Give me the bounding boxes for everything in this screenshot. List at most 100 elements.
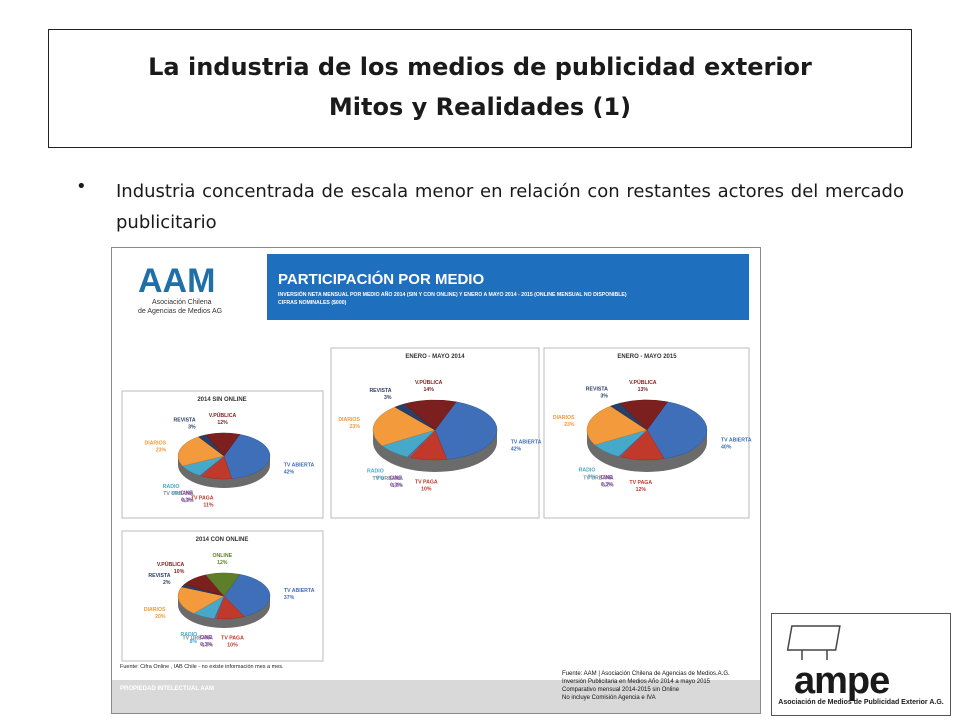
slice-value: 9% — [172, 491, 180, 497]
slice-label: TV PAGA — [629, 480, 652, 486]
slice-value: 0,3% — [390, 483, 402, 489]
slice-label: TV PAGA — [221, 636, 244, 642]
slice-label: V.PÚBLICA — [157, 561, 185, 568]
slice-label: CINE — [200, 635, 213, 641]
pie-slice — [205, 432, 241, 457]
slice-value: 0,3% — [201, 642, 213, 648]
slice-value: 12% — [217, 560, 228, 566]
aam-chart-panel: AAM Asociación Chilena de Agencias de Me… — [111, 247, 761, 714]
slice-value: 23% — [564, 422, 575, 428]
slice-label: TV ABIERTA — [511, 439, 542, 445]
pie-slice — [177, 586, 225, 614]
slice-value: 0,3% — [391, 483, 403, 489]
slice-value: 3% — [384, 395, 392, 401]
bullet-marker: • — [76, 176, 87, 197]
slice-label: V.PÚBLICA — [209, 412, 237, 419]
banner: PARTICIPACIÓN POR MEDIO INVERSIÓN NETA M… — [267, 254, 749, 320]
slice-value: 0,3% — [200, 642, 212, 648]
slice-value: 10% — [174, 569, 185, 575]
slice-value: 37% — [284, 595, 295, 601]
slice-value: 14% — [424, 387, 435, 393]
charts-svg: AAM Asociación Chilena de Agencias de Me… — [112, 254, 760, 713]
slice-value: 0,3% — [601, 482, 613, 488]
slice-value: 3% — [188, 424, 196, 430]
slice-value: 3% — [600, 394, 608, 400]
aam-logo-line1: Asociación Chilena — [152, 299, 212, 306]
slice-value: 40% — [721, 444, 732, 450]
slice-label: V.PÚBLICA — [629, 379, 657, 386]
slice-label: TV ABIERTA — [284, 462, 315, 468]
slice-label: RADIO — [579, 468, 596, 474]
slice-label: TV PAGA — [191, 495, 214, 501]
slice-label: CINE — [600, 475, 613, 481]
title-box: La industria de los medios de publicidad… — [48, 29, 912, 148]
slice-value: 9% — [376, 476, 384, 482]
bullet-text: Industria concentrada de escala menor en… — [116, 181, 904, 233]
slice-value: 9% — [588, 475, 596, 481]
slice-value: 42% — [284, 469, 295, 475]
slice-label: ONLINE — [212, 553, 232, 559]
source-line: Fuente: AAM | Asociación Chilena de Agen… — [562, 671, 730, 677]
slice-label: RADIO — [367, 469, 384, 475]
slice-value: 23% — [156, 447, 167, 453]
source-right: Fuente: AAM | Asociación Chilena de Agen… — [562, 671, 730, 701]
slice-label: CINE — [180, 491, 193, 497]
slice-value: 23% — [350, 424, 361, 430]
slice-label: DIARIOS — [144, 440, 166, 446]
source-line: Inversión Publicitaria en Medios Año 201… — [562, 679, 711, 685]
footer-band-text: PROPIEDAD INTELECTUAL AAM — [120, 686, 214, 692]
banner-title: PARTICIPACIÓN POR MEDIO — [278, 270, 484, 288]
slice-label: TV URBANA — [373, 476, 404, 482]
slide-title-line1: La industria de los medios de publicidad… — [148, 53, 812, 81]
slice-label: REVISTA — [586, 387, 608, 393]
slice-label: V.PÚBLICA — [415, 379, 443, 386]
slice-value: 0,2% — [602, 482, 614, 488]
slice-label: DIARIOS — [553, 415, 575, 421]
footer-band — [112, 680, 760, 713]
aam-logo: AAM Asociación Chilena de Agencias de Me… — [138, 262, 222, 315]
slice-label: DIARIOS — [338, 417, 360, 423]
ampe-logo-caption: Asociación de Medios de Publicidad Exter… — [778, 699, 944, 706]
slice-value: 12% — [217, 420, 228, 426]
slice-value: 8% — [190, 639, 198, 645]
slice-label: REVISTA — [173, 417, 195, 423]
slice-value: 11% — [203, 502, 213, 508]
ampe-logo: ampe Asociación de Medios de Publicidad … — [771, 613, 951, 716]
chart-title: ENERO - MAYO 2014 — [405, 354, 465, 360]
slice-label: REVISTA — [369, 388, 391, 394]
slice-label: RADIO — [180, 632, 197, 638]
pie-slice — [205, 572, 241, 597]
pie-slice — [372, 406, 436, 447]
slice-value: 0,3% — [182, 498, 194, 504]
slice-value: 12% — [636, 487, 647, 493]
slice-label: REVISTA — [148, 573, 170, 579]
source-line: Comparativo mensual 2014-2015 sin Online — [562, 687, 680, 693]
pie-slice — [223, 574, 271, 617]
slice-value: 2% — [163, 580, 171, 586]
pie-slice — [434, 401, 498, 460]
slice-label: TV PAGA — [415, 480, 438, 486]
slice-label: TV URBANA — [583, 475, 614, 481]
slice-value: 42% — [511, 446, 522, 452]
pie-slice — [177, 436, 225, 467]
slice-value: 20% — [155, 614, 166, 620]
pie-slice — [646, 401, 708, 460]
ampe-logo-word: ampe — [794, 660, 890, 702]
slice-label: TV URBANA — [163, 491, 194, 497]
source-line: No incluye Comisión Agencia e IVA — [562, 695, 656, 701]
slice-label: TV ABIERTA — [721, 437, 752, 443]
banner-subtitle-2: CIFRAS NOMINALES ($000) — [278, 300, 347, 306]
slide-title-line2: Mitos y Realidades (1) — [328, 93, 632, 121]
aam-logo-line2: de Agencias de Medios AG — [138, 308, 222, 315]
slice-value: 0,3% — [181, 498, 193, 504]
pie-slice — [403, 399, 457, 431]
slice-value: 10% — [421, 487, 432, 493]
slice-value: 10% — [227, 643, 238, 649]
footnote-left: Fuente: Cifra Online , IAB Chile - no ex… — [120, 664, 284, 670]
chart-title: 2014 CON ONLINE — [196, 537, 249, 543]
aam-logo-letters: AAM — [138, 262, 215, 300]
slice-label: DIARIOS — [144, 607, 166, 613]
chart-title: 2014 SIN ONLINE — [197, 397, 246, 403]
pie-slice — [223, 434, 271, 479]
